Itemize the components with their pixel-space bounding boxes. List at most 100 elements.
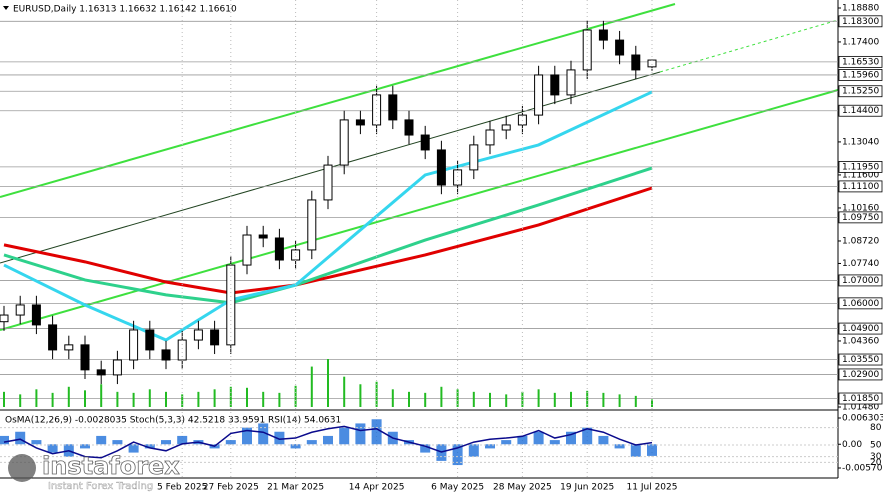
osma-bar — [128, 444, 139, 453]
osma-bar — [47, 444, 58, 453]
candle-body — [48, 324, 58, 351]
volume-bar — [408, 391, 410, 407]
osma-bar — [177, 435, 188, 445]
y-tick-label: 1.18880 — [842, 4, 879, 14]
volume-bar — [553, 392, 556, 407]
candle-body — [210, 329, 220, 346]
y-tick-label: 1.13040 — [842, 137, 879, 147]
candle-body — [15, 304, 25, 316]
osma-bar — [420, 444, 431, 453]
candle-body — [307, 199, 317, 251]
volume-bar — [132, 392, 135, 407]
osma-bar — [161, 440, 171, 445]
osma-bar — [371, 419, 382, 445]
volume-bar — [602, 392, 605, 407]
osma-bar — [225, 440, 236, 445]
volume-bar — [3, 391, 5, 407]
rsi-tick-label: 20 — [870, 458, 882, 468]
osma-bar — [549, 440, 560, 445]
x-tick-label: 19 Jun 2025 — [560, 483, 614, 493]
volume-bar — [67, 386, 70, 407]
volume-bar — [456, 389, 459, 407]
moving-average — [3, 186, 653, 295]
level-label: 1.06000 — [842, 299, 879, 309]
level-label: 1.04900 — [842, 324, 879, 334]
volume-bar — [327, 359, 329, 407]
osma-bar — [630, 444, 641, 457]
osma-bar — [614, 444, 625, 449]
level-label-box — [838, 211, 883, 224]
level-label: 1.18300 — [842, 17, 879, 27]
volume-bar — [391, 389, 394, 407]
osma-bar — [242, 427, 252, 445]
osma-bar — [274, 431, 285, 445]
x-tick-label: 5 Feb 2025 — [157, 483, 207, 493]
volume-bar — [537, 389, 540, 407]
trend-line-extension — [659, 19, 839, 73]
x-tick-label: 21 Mar 2025 — [267, 483, 324, 493]
volume-bar — [213, 389, 216, 407]
osma-bar — [112, 440, 123, 445]
candle-body — [161, 349, 171, 361]
logo-icon — [8, 454, 36, 482]
candle-body — [501, 124, 511, 131]
osma-bar — [96, 435, 107, 445]
volume-bar — [440, 386, 443, 407]
candle-body — [631, 54, 641, 71]
candle-body — [112, 359, 122, 376]
level-label: 1.02900 — [842, 370, 879, 380]
osma-tick-label: 0.00 — [842, 440, 862, 450]
rsi-line — [3, 425, 653, 459]
volume-bar — [84, 390, 86, 407]
level-label-box — [838, 353, 883, 366]
osma-bar — [485, 444, 495, 449]
candle-body — [388, 94, 398, 121]
x-tick-label: 27 Feb 2025 — [203, 483, 259, 493]
volume-bar — [100, 384, 103, 407]
level-label: 1.15960 — [842, 70, 879, 80]
level-label: 1.01850 — [842, 394, 879, 404]
volume-bar — [51, 392, 54, 407]
level-label-box — [838, 104, 883, 117]
volume-bar — [651, 399, 653, 407]
x-tick-label: 6 May 2025 — [431, 483, 484, 493]
y-tick-label: 1.04360 — [842, 336, 879, 346]
level-label: 1.09750 — [842, 213, 879, 223]
y-tick-label: 1.17400 — [842, 37, 879, 47]
volume-bar — [148, 389, 151, 407]
osma-bar — [290, 444, 301, 449]
volume-bar — [424, 392, 427, 407]
candle-body — [193, 329, 203, 341]
y-tick-label: 1.01480 — [842, 403, 879, 413]
menu-arrow[interactable] — [3, 6, 9, 10]
candle-body — [291, 249, 301, 261]
candle-body — [469, 144, 479, 171]
rsi-tick-label: 50 — [870, 441, 882, 451]
osma-bar — [501, 440, 512, 445]
level-label-box — [838, 85, 883, 98]
candle-body — [550, 74, 560, 96]
osma-bar — [15, 431, 26, 445]
level-label-box — [838, 161, 883, 173]
level-label: 1.16530 — [842, 57, 879, 67]
logo-tagline: Instant Forex Trading — [48, 481, 153, 492]
volume-bar — [262, 391, 265, 407]
candle-body — [145, 329, 155, 351]
osma-bar — [258, 423, 269, 445]
osma-bar — [339, 427, 350, 445]
candle-body — [355, 119, 365, 126]
osma-tick-label: -0.0057028 — [842, 464, 883, 474]
logo: instaforex Instant Forex Trading — [8, 452, 181, 492]
level-label: 1.11100 — [842, 182, 879, 192]
level-label: 1.11950 — [842, 162, 879, 172]
volume-bar — [505, 394, 508, 407]
candle-body — [436, 149, 446, 186]
indicator-header: OsMA(12,26,9) -0.0028035 Stoch(5,3,3) 42… — [5, 416, 341, 426]
volume-bar — [359, 384, 362, 407]
osma-bar — [452, 444, 463, 466]
volume-bar — [375, 381, 378, 407]
channel-line — [0, 3, 676, 198]
y-tick-label: 1.07740 — [842, 259, 879, 269]
